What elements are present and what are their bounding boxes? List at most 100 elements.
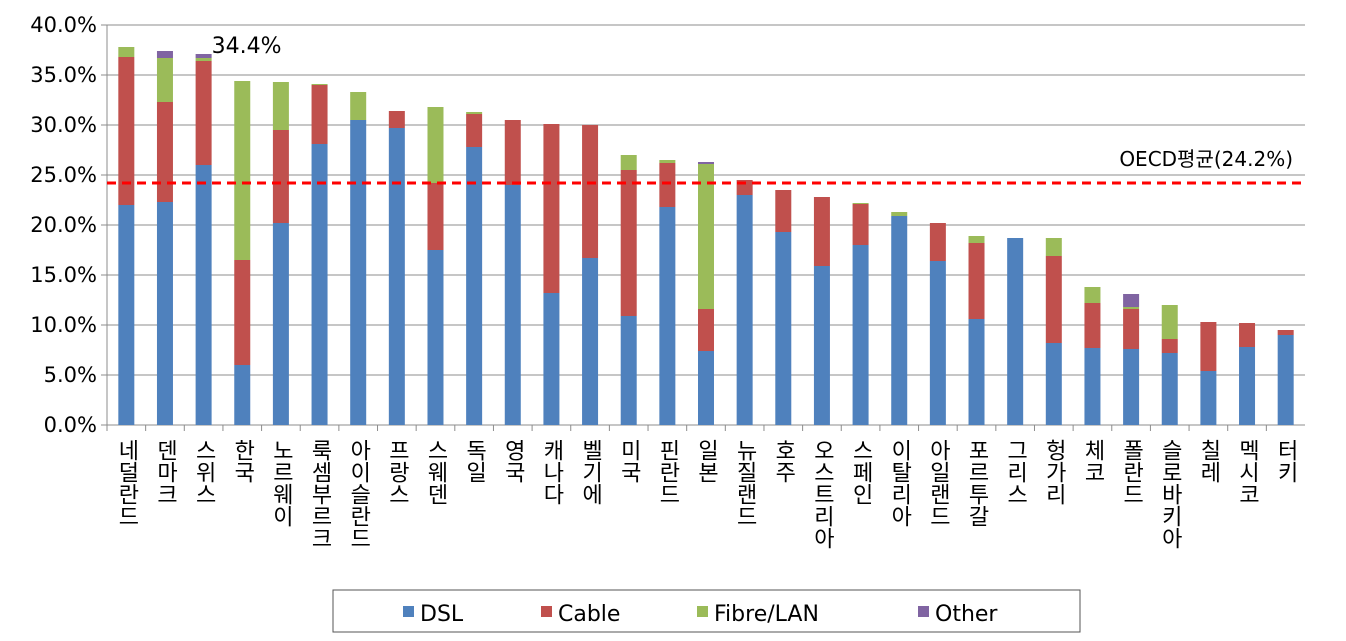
x-tick-label: 칠레 xyxy=(1196,439,1221,483)
bar-segment xyxy=(156,102,173,202)
bar-segment xyxy=(195,61,212,165)
legend-swatch xyxy=(918,606,929,617)
bar-segment xyxy=(156,202,173,425)
annotation: 34.4% xyxy=(212,34,282,59)
x-tick-label: 슬로바키아 xyxy=(1157,439,1182,549)
reference-label: OECD평균(24.2%) xyxy=(1119,147,1293,171)
bar-segment xyxy=(195,58,212,61)
bar-segment xyxy=(427,107,444,183)
bar-segment xyxy=(195,165,212,425)
x-tick-label: 스위스 xyxy=(191,439,216,505)
bar-segment xyxy=(852,203,869,204)
x-tick-label: 벨기에 xyxy=(578,439,603,505)
bar-segment xyxy=(659,207,676,425)
bar-segment xyxy=(968,319,985,425)
bar-segment xyxy=(698,164,714,309)
bar-segment xyxy=(543,293,560,425)
bar-segment xyxy=(1123,294,1140,307)
bar-segment xyxy=(311,85,328,144)
legend-label: Other xyxy=(935,602,998,627)
bar-segment xyxy=(466,114,483,147)
bar-segment xyxy=(582,125,599,258)
bar-segment xyxy=(466,147,483,425)
bar-segment xyxy=(929,223,946,261)
bar-segment xyxy=(736,195,753,425)
bar-segment xyxy=(968,243,985,319)
bar-segment xyxy=(1084,303,1101,348)
bar-segment xyxy=(1277,335,1294,425)
y-tick-label: 35.0% xyxy=(30,63,97,87)
bar-segment xyxy=(775,190,792,232)
bar-segment xyxy=(272,223,289,425)
bar-segment xyxy=(1161,353,1178,425)
bar-segment xyxy=(195,54,212,58)
bar-segment xyxy=(891,216,908,425)
bar-segment xyxy=(813,197,830,266)
bar-segment xyxy=(1123,309,1140,349)
x-tick-label: 스웨덴 xyxy=(423,439,448,505)
bar-segment xyxy=(1007,238,1024,425)
y-tick-label: 40.0% xyxy=(30,13,97,37)
bar-segment xyxy=(1200,322,1217,371)
bar-segment xyxy=(1045,343,1062,425)
bar-segment xyxy=(698,351,714,425)
x-tick-label: 룩셈부르크 xyxy=(307,439,332,549)
bar-segment xyxy=(272,130,289,223)
bar-segment xyxy=(852,204,869,245)
bar-segment xyxy=(388,111,405,128)
bar-segment xyxy=(1239,347,1256,425)
bar-segment xyxy=(118,205,135,425)
x-tick-label: 영국 xyxy=(500,439,525,483)
legend-swatch xyxy=(697,606,708,617)
bar-segment xyxy=(234,365,251,425)
bar-segment xyxy=(1123,307,1140,309)
bar-segment xyxy=(891,212,908,216)
bar-segment xyxy=(118,47,135,57)
bar-segment xyxy=(1161,339,1178,353)
bar-segment xyxy=(659,160,676,163)
bar-segment xyxy=(311,84,328,85)
x-tick-label: 뉴질랜드 xyxy=(732,439,757,527)
x-tick-label: 폴란드 xyxy=(1119,439,1144,505)
bar-segment xyxy=(350,120,367,425)
y-tick-label: 0.0% xyxy=(44,413,97,437)
x-tick-label: 핀란드 xyxy=(655,439,680,505)
bar-segment xyxy=(156,51,173,58)
x-tick-label: 포르투갈 xyxy=(964,439,989,527)
bar-segment xyxy=(234,81,251,260)
bar-segment xyxy=(698,162,714,164)
legend-swatch xyxy=(403,606,414,617)
bar-segment xyxy=(427,183,444,250)
bar-segment xyxy=(156,58,173,102)
bar-segment xyxy=(620,170,637,316)
bar-segment xyxy=(1123,349,1140,425)
bar-segment xyxy=(504,185,521,425)
bar-segment xyxy=(813,266,830,425)
x-tick-label: 헝가리 xyxy=(1041,439,1066,505)
bar-segment xyxy=(1239,323,1256,347)
bar-segment xyxy=(466,112,483,114)
x-tick-label: 호주 xyxy=(771,439,796,483)
x-tick-label: 캐나다 xyxy=(539,439,564,505)
bar-segment xyxy=(234,260,251,365)
y-tick-label: 5.0% xyxy=(44,363,97,387)
x-tick-label: 체코 xyxy=(1080,439,1105,483)
bar-segment xyxy=(1084,348,1101,425)
bar-segment xyxy=(427,250,444,425)
bar-segment xyxy=(1161,305,1178,339)
x-tick-label: 독일 xyxy=(462,439,487,483)
bar-segment xyxy=(504,120,521,185)
bar-segment xyxy=(698,309,714,351)
x-tick-label: 오스트리아 xyxy=(809,439,834,549)
bar-segment xyxy=(582,258,599,425)
legend-label: Cable xyxy=(558,602,620,627)
x-tick-label: 덴마크 xyxy=(152,439,177,505)
x-tick-label: 한국 xyxy=(230,439,255,483)
x-tick-label: 노르웨이 xyxy=(268,439,293,527)
x-tick-label: 터키 xyxy=(1273,439,1298,483)
y-tick-label: 10.0% xyxy=(30,313,97,337)
x-tick-label: 프랑스 xyxy=(384,439,409,505)
bar-segment xyxy=(1045,238,1062,256)
